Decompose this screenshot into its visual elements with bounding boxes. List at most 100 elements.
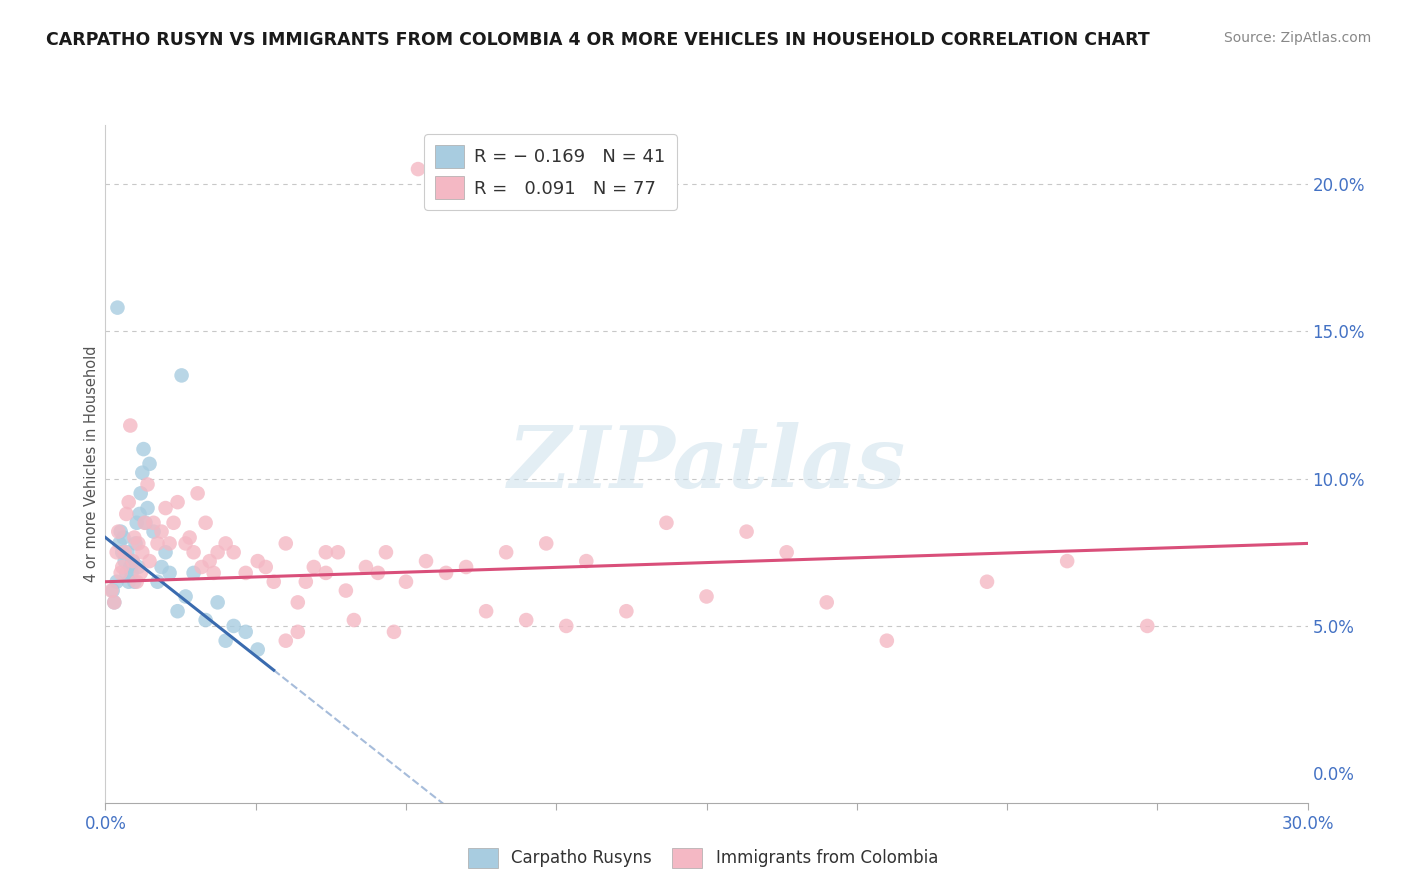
Point	[120, 560, 142, 574]
Point	[287, 595, 309, 609]
Legend: R = − 0.169   N = 41, R =   0.091   N = 77: R = − 0.169 N = 41, R = 0.091 N = 77	[425, 134, 676, 211]
Point	[134, 516, 156, 530]
Point	[194, 613, 217, 627]
Point	[976, 574, 998, 589]
Point	[105, 545, 128, 559]
Point	[274, 633, 297, 648]
Point	[124, 574, 146, 589]
Point	[136, 501, 159, 516]
Point	[103, 595, 125, 609]
Point	[117, 545, 139, 559]
Point	[142, 524, 165, 539]
Point	[115, 566, 138, 580]
Point	[131, 466, 153, 480]
Point	[108, 536, 131, 550]
Point	[246, 642, 269, 657]
Text: Source: ZipAtlas.com: Source: ZipAtlas.com	[1223, 31, 1371, 45]
Point	[159, 536, 181, 550]
Point	[129, 486, 152, 500]
Point	[166, 495, 188, 509]
Point	[214, 536, 236, 550]
Point	[235, 566, 257, 580]
Point	[112, 531, 135, 545]
Point	[118, 495, 141, 509]
Point	[235, 624, 257, 639]
Point	[475, 604, 498, 618]
Point	[263, 574, 285, 589]
Point	[125, 516, 148, 530]
Point	[127, 536, 149, 550]
Point	[198, 554, 221, 568]
Point	[120, 418, 142, 433]
Point	[166, 604, 188, 618]
Point	[555, 619, 578, 633]
Point	[114, 545, 136, 559]
Point	[121, 554, 143, 568]
Point	[110, 524, 132, 539]
Point	[150, 524, 173, 539]
Point	[302, 560, 325, 574]
Point	[183, 566, 205, 580]
Point	[354, 560, 377, 574]
Point	[326, 545, 349, 559]
Point	[735, 524, 758, 539]
Text: CARPATHO RUSYN VS IMMIGRANTS FROM COLOMBIA 4 OR MORE VEHICLES IN HOUSEHOLD CORRE: CARPATHO RUSYN VS IMMIGRANTS FROM COLOMB…	[46, 31, 1150, 49]
Legend: Carpatho Rusyns, Immigrants from Colombia: Carpatho Rusyns, Immigrants from Colombi…	[461, 841, 945, 875]
Point	[174, 536, 197, 550]
Point	[222, 545, 245, 559]
Point	[395, 574, 418, 589]
Point	[150, 560, 173, 574]
Text: ZIPatlas: ZIPatlas	[508, 422, 905, 506]
Point	[159, 566, 181, 580]
Point	[115, 507, 138, 521]
Point	[127, 560, 149, 574]
Point	[174, 590, 197, 604]
Point	[136, 477, 159, 491]
Y-axis label: 4 or more Vehicles in Household: 4 or more Vehicles in Household	[83, 345, 98, 582]
Point	[876, 633, 898, 648]
Point	[246, 554, 269, 568]
Point	[207, 545, 229, 559]
Point	[367, 566, 389, 580]
Point	[815, 595, 838, 609]
Point	[125, 574, 148, 589]
Point	[124, 536, 146, 550]
Point	[343, 613, 366, 627]
Point	[128, 507, 150, 521]
Point	[515, 613, 537, 627]
Point	[121, 554, 143, 568]
Point	[170, 368, 193, 383]
Point	[315, 545, 337, 559]
Point	[202, 566, 225, 580]
Point	[274, 536, 297, 550]
Point	[111, 560, 134, 574]
Point	[194, 516, 217, 530]
Point	[155, 545, 177, 559]
Point	[434, 566, 457, 580]
Point	[107, 524, 129, 539]
Point	[406, 162, 429, 177]
Point	[183, 545, 205, 559]
Point	[111, 545, 134, 559]
Point	[124, 531, 146, 545]
Point	[162, 516, 184, 530]
Point	[118, 574, 141, 589]
Point	[100, 583, 122, 598]
Point	[107, 301, 129, 315]
Point	[142, 516, 165, 530]
Point	[1136, 619, 1159, 633]
Point	[214, 633, 236, 648]
Point	[495, 545, 517, 559]
Point	[254, 560, 277, 574]
Point	[131, 545, 153, 559]
Point	[287, 624, 309, 639]
Point	[103, 595, 125, 609]
Point	[129, 566, 152, 580]
Point	[374, 545, 398, 559]
Point	[121, 566, 143, 580]
Point	[696, 590, 718, 604]
Point	[534, 536, 557, 550]
Point	[138, 554, 160, 568]
Point	[179, 531, 201, 545]
Point	[222, 619, 245, 633]
